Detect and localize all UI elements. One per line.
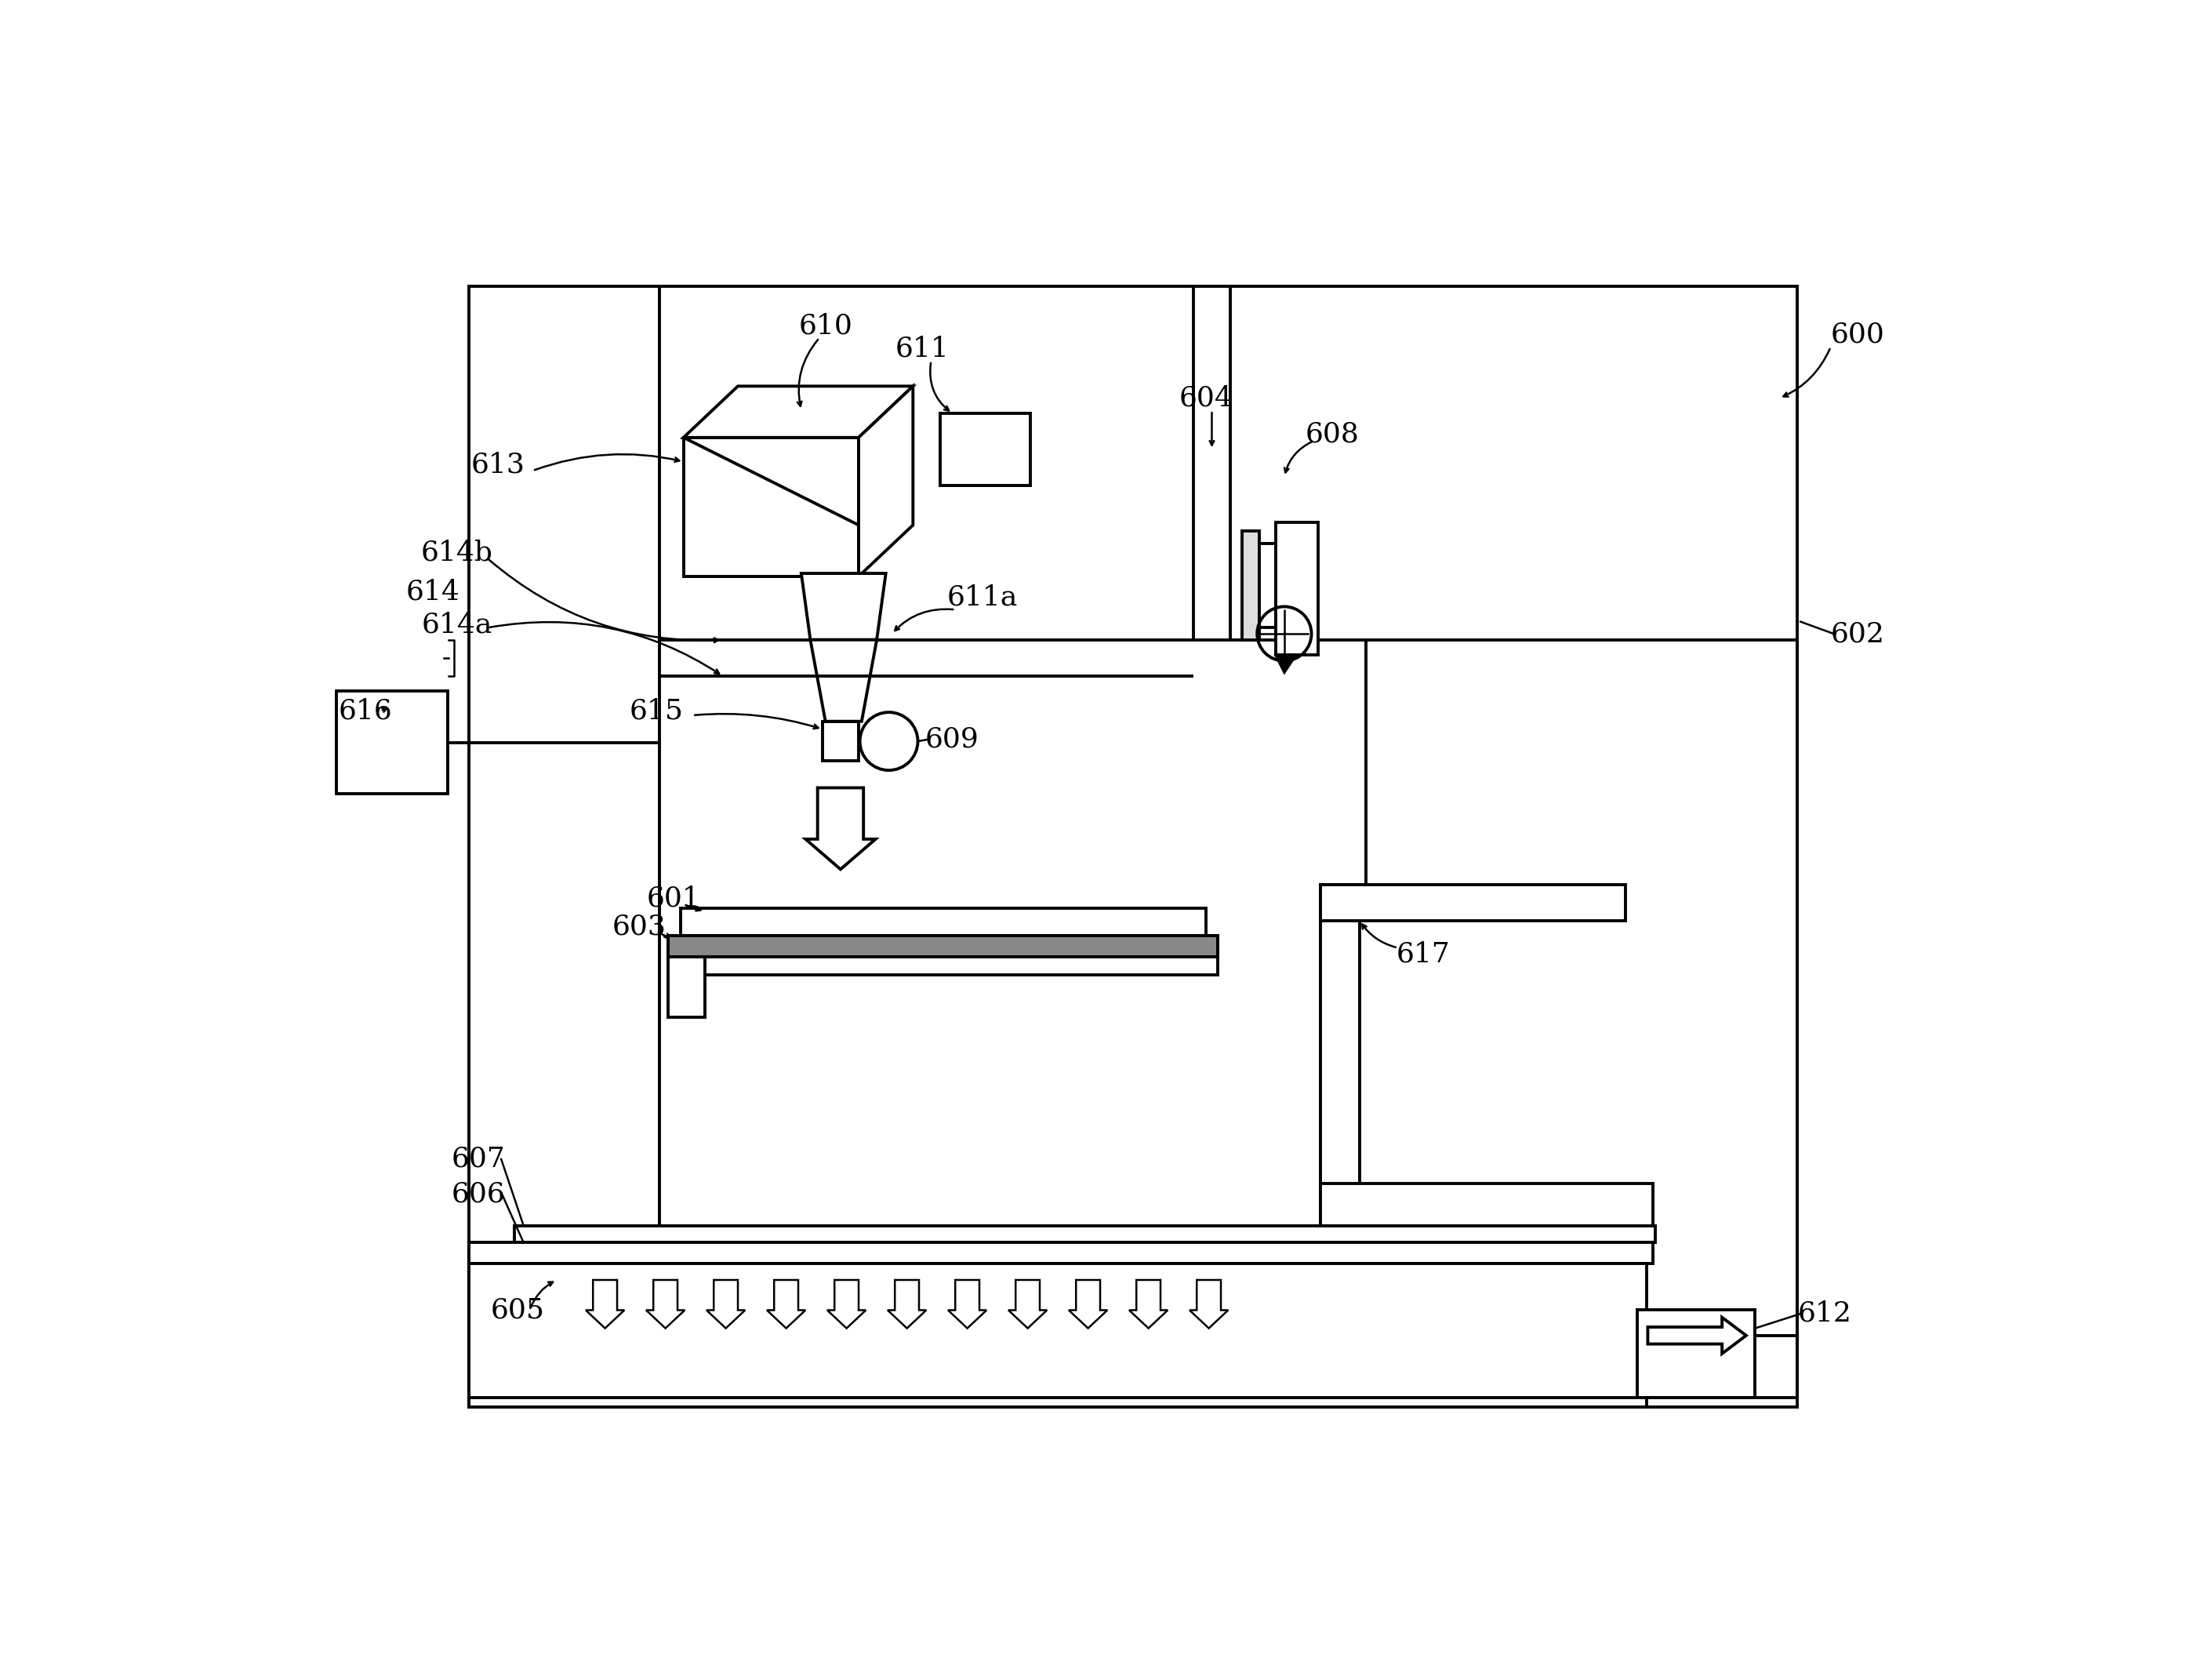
- Bar: [823, 721, 858, 761]
- Polygon shape: [805, 788, 876, 869]
- Text: 607: 607: [451, 1146, 504, 1172]
- Bar: [1637, 1310, 1756, 1398]
- Text: 611: 611: [896, 335, 949, 361]
- Text: 600: 600: [1832, 322, 1885, 348]
- Text: 602: 602: [1832, 620, 1885, 647]
- Text: 614a: 614a: [422, 612, 493, 638]
- Bar: [1241, 531, 1259, 640]
- Polygon shape: [1648, 1318, 1745, 1353]
- Bar: [668, 935, 1219, 957]
- Text: 613: 613: [471, 451, 524, 478]
- Bar: [940, 413, 1031, 486]
- Text: 614b: 614b: [420, 539, 493, 565]
- Text: 612: 612: [1798, 1300, 1851, 1326]
- Polygon shape: [1009, 1280, 1046, 1328]
- Bar: [515, 1225, 1655, 1242]
- Polygon shape: [586, 1280, 624, 1328]
- Polygon shape: [1276, 655, 1296, 673]
- Bar: [469, 1242, 1652, 1263]
- Text: 604: 604: [1179, 385, 1232, 411]
- Polygon shape: [646, 1280, 686, 1328]
- Polygon shape: [1128, 1280, 1168, 1328]
- Polygon shape: [827, 1280, 865, 1328]
- Polygon shape: [858, 386, 914, 577]
- Text: 610: 610: [799, 312, 852, 340]
- Bar: [469, 1263, 1646, 1406]
- Bar: [1321, 884, 1626, 920]
- Text: 601: 601: [646, 885, 701, 912]
- Text: 611a: 611a: [947, 584, 1018, 610]
- Polygon shape: [887, 1280, 927, 1328]
- Polygon shape: [949, 1280, 987, 1328]
- Bar: [1321, 884, 1360, 1225]
- Text: 616: 616: [338, 698, 392, 725]
- Bar: [469, 287, 1798, 1406]
- Bar: [336, 691, 449, 794]
- Text: 606: 606: [451, 1180, 504, 1207]
- Bar: [1276, 522, 1318, 655]
- Text: 603: 603: [613, 914, 666, 940]
- Polygon shape: [1190, 1280, 1228, 1328]
- Text: 617: 617: [1396, 940, 1451, 967]
- Polygon shape: [706, 1280, 745, 1328]
- Bar: [1321, 1184, 1652, 1225]
- Bar: [668, 935, 1219, 957]
- Polygon shape: [810, 640, 876, 721]
- Text: 608: 608: [1305, 421, 1360, 448]
- Text: 605: 605: [491, 1297, 544, 1323]
- Polygon shape: [801, 574, 885, 640]
- Polygon shape: [1068, 1280, 1108, 1328]
- Text: 614: 614: [407, 579, 460, 605]
- Bar: [668, 957, 706, 1018]
- Bar: [668, 957, 1219, 975]
- Bar: [684, 438, 858, 577]
- Polygon shape: [684, 386, 914, 438]
- Bar: [1259, 544, 1276, 628]
- Bar: [681, 909, 1206, 935]
- Polygon shape: [768, 1280, 805, 1328]
- Text: 615: 615: [630, 698, 684, 725]
- Text: 609: 609: [925, 726, 980, 753]
